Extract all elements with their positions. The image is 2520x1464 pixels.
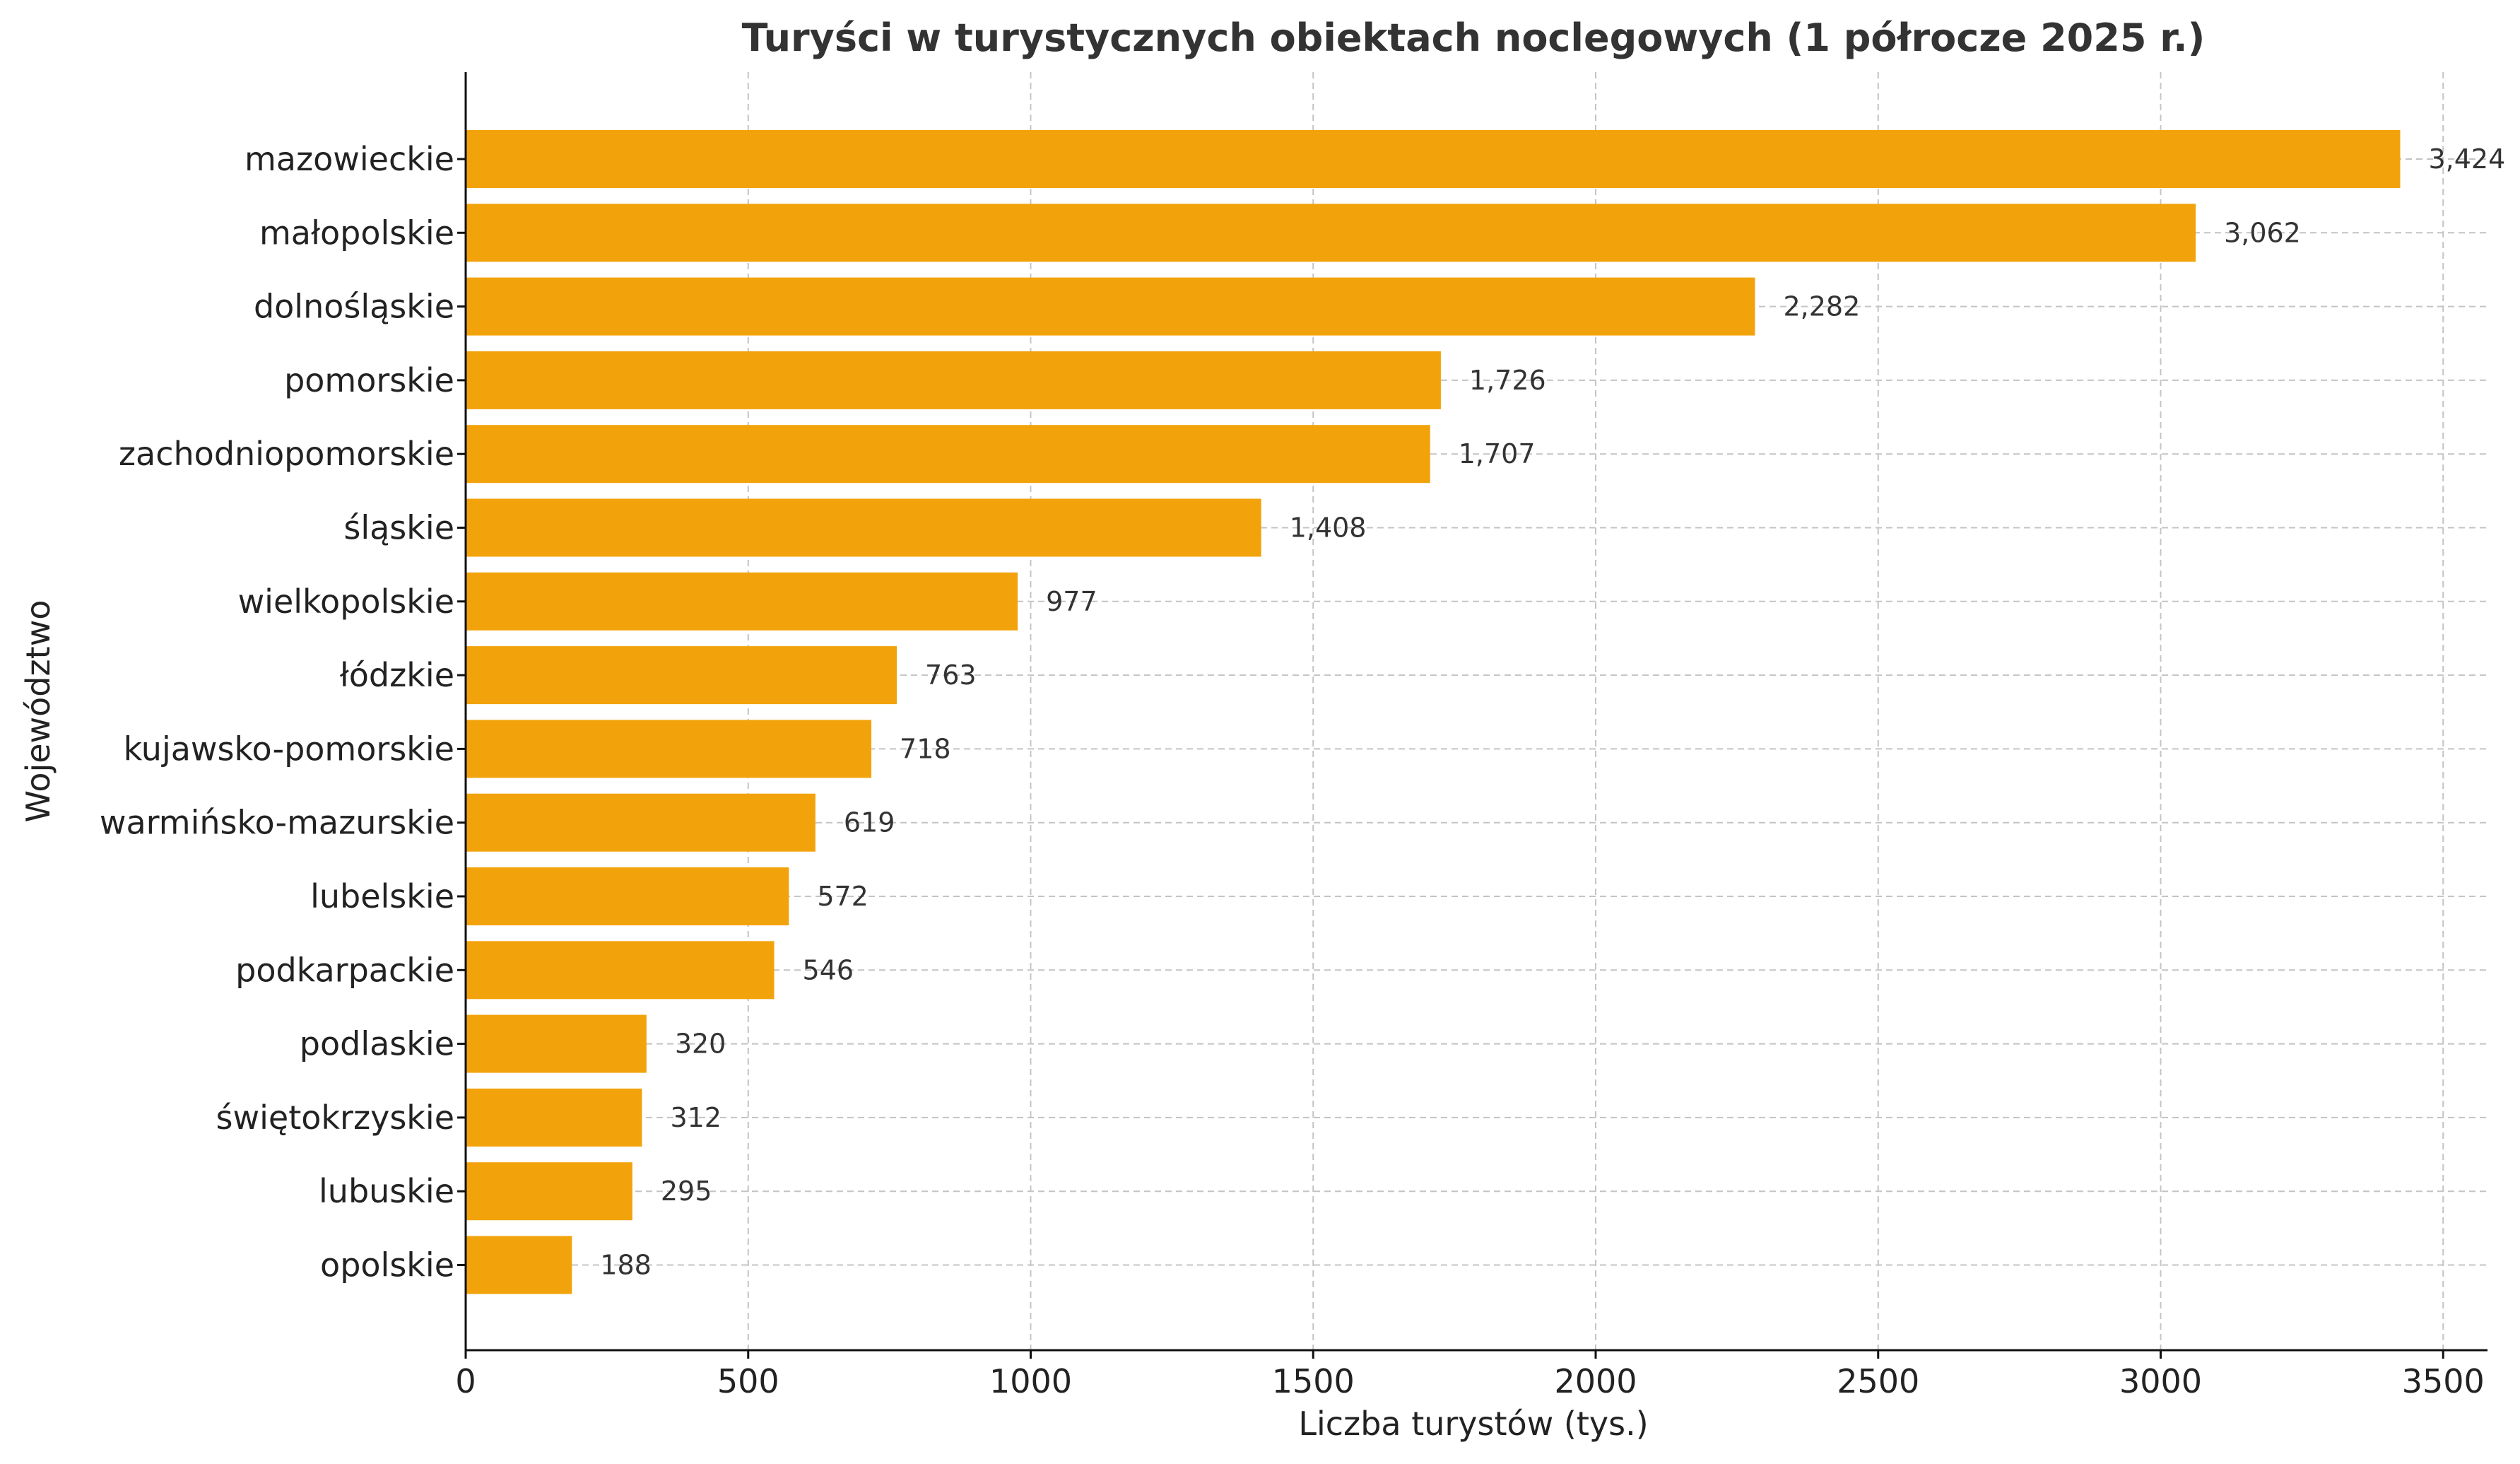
value-label: 619 <box>844 807 895 838</box>
category-label: śląskie <box>343 509 454 547</box>
value-label: 977 <box>1046 586 1097 617</box>
bar <box>466 867 789 925</box>
x-axis-label: Liczba turystów (tys.) <box>1298 1405 1648 1443</box>
bar <box>466 646 897 705</box>
category-label: lubuskie <box>319 1172 454 1210</box>
bar <box>466 277 1755 336</box>
bar <box>466 941 775 1000</box>
x-tick-label: 1000 <box>989 1362 1072 1400</box>
value-label: 1,707 <box>1459 438 1536 469</box>
value-label: 2,282 <box>1783 291 1860 322</box>
axes <box>464 72 2487 1352</box>
category-label: opolskie <box>320 1246 454 1284</box>
value-label: 1,726 <box>1469 365 1546 396</box>
value-label: 3,062 <box>2224 217 2301 248</box>
x-ticks: 0 500 1000 1500 2000 2500 3000 3500 <box>455 1350 2485 1400</box>
value-label: 1,408 <box>1290 513 1367 544</box>
value-label: 312 <box>670 1102 722 1133</box>
category-label: zachodniopomorskie <box>119 435 454 473</box>
value-labels: 188 295 312 320 546 572 619 718 763 977 1,408 1,707… <box>600 144 2505 1281</box>
category-label: podkarpackie <box>235 951 454 989</box>
category-label: warmińsko-mazurskie <box>100 804 454 842</box>
bars <box>466 130 2401 1294</box>
category-label: kujawsko-pomorskie <box>124 730 454 768</box>
bar <box>466 204 2196 262</box>
x-tick-label: 2000 <box>1554 1362 1637 1400</box>
category-labels: opolskie lubuskie świętokrzyskie podlaskie p… <box>100 140 466 1284</box>
x-tick-label: 3500 <box>2402 1362 2485 1400</box>
bar <box>466 130 2401 188</box>
category-label: lubelskie <box>310 877 454 915</box>
value-label: 572 <box>817 881 869 912</box>
bar <box>466 1014 647 1073</box>
bar <box>466 425 1430 484</box>
category-label: podlaskie <box>300 1025 454 1063</box>
category-label: wielkopolskie <box>238 582 454 621</box>
bar <box>466 498 1261 557</box>
x-tick-label: 2500 <box>1837 1362 1919 1400</box>
value-label: 3,424 <box>2428 144 2505 175</box>
x-tick-label: 1500 <box>1272 1362 1355 1400</box>
bar <box>466 572 1018 631</box>
bar <box>466 1236 572 1294</box>
x-tick-label: 0 <box>455 1362 476 1400</box>
value-label: 546 <box>803 954 854 985</box>
category-label: dolnośląskie <box>254 288 454 326</box>
category-label: świętokrzyskie <box>216 1099 454 1137</box>
chart-title: Turyści w turystycznych obiektach nocleg… <box>742 16 2206 60</box>
value-label: 718 <box>900 733 951 764</box>
y-axis-label: Województwo <box>19 600 57 823</box>
category-label: mazowieckie <box>245 140 454 178</box>
grid <box>465 72 2487 1350</box>
x-tick-label: 500 <box>717 1362 779 1400</box>
value-label: 763 <box>925 660 977 691</box>
bar <box>466 351 1441 409</box>
bar <box>466 1088 642 1147</box>
x-tick-label: 3000 <box>2119 1362 2202 1400</box>
category-label: łódzkie <box>340 656 454 694</box>
category-label: małopolskie <box>259 213 454 252</box>
value-label: 320 <box>675 1029 726 1060</box>
bar <box>466 1162 632 1221</box>
value-label: 188 <box>600 1250 652 1281</box>
category-label: pomorskie <box>284 361 454 399</box>
value-label: 295 <box>661 1176 712 1207</box>
bar <box>466 793 816 852</box>
bar <box>466 720 872 778</box>
